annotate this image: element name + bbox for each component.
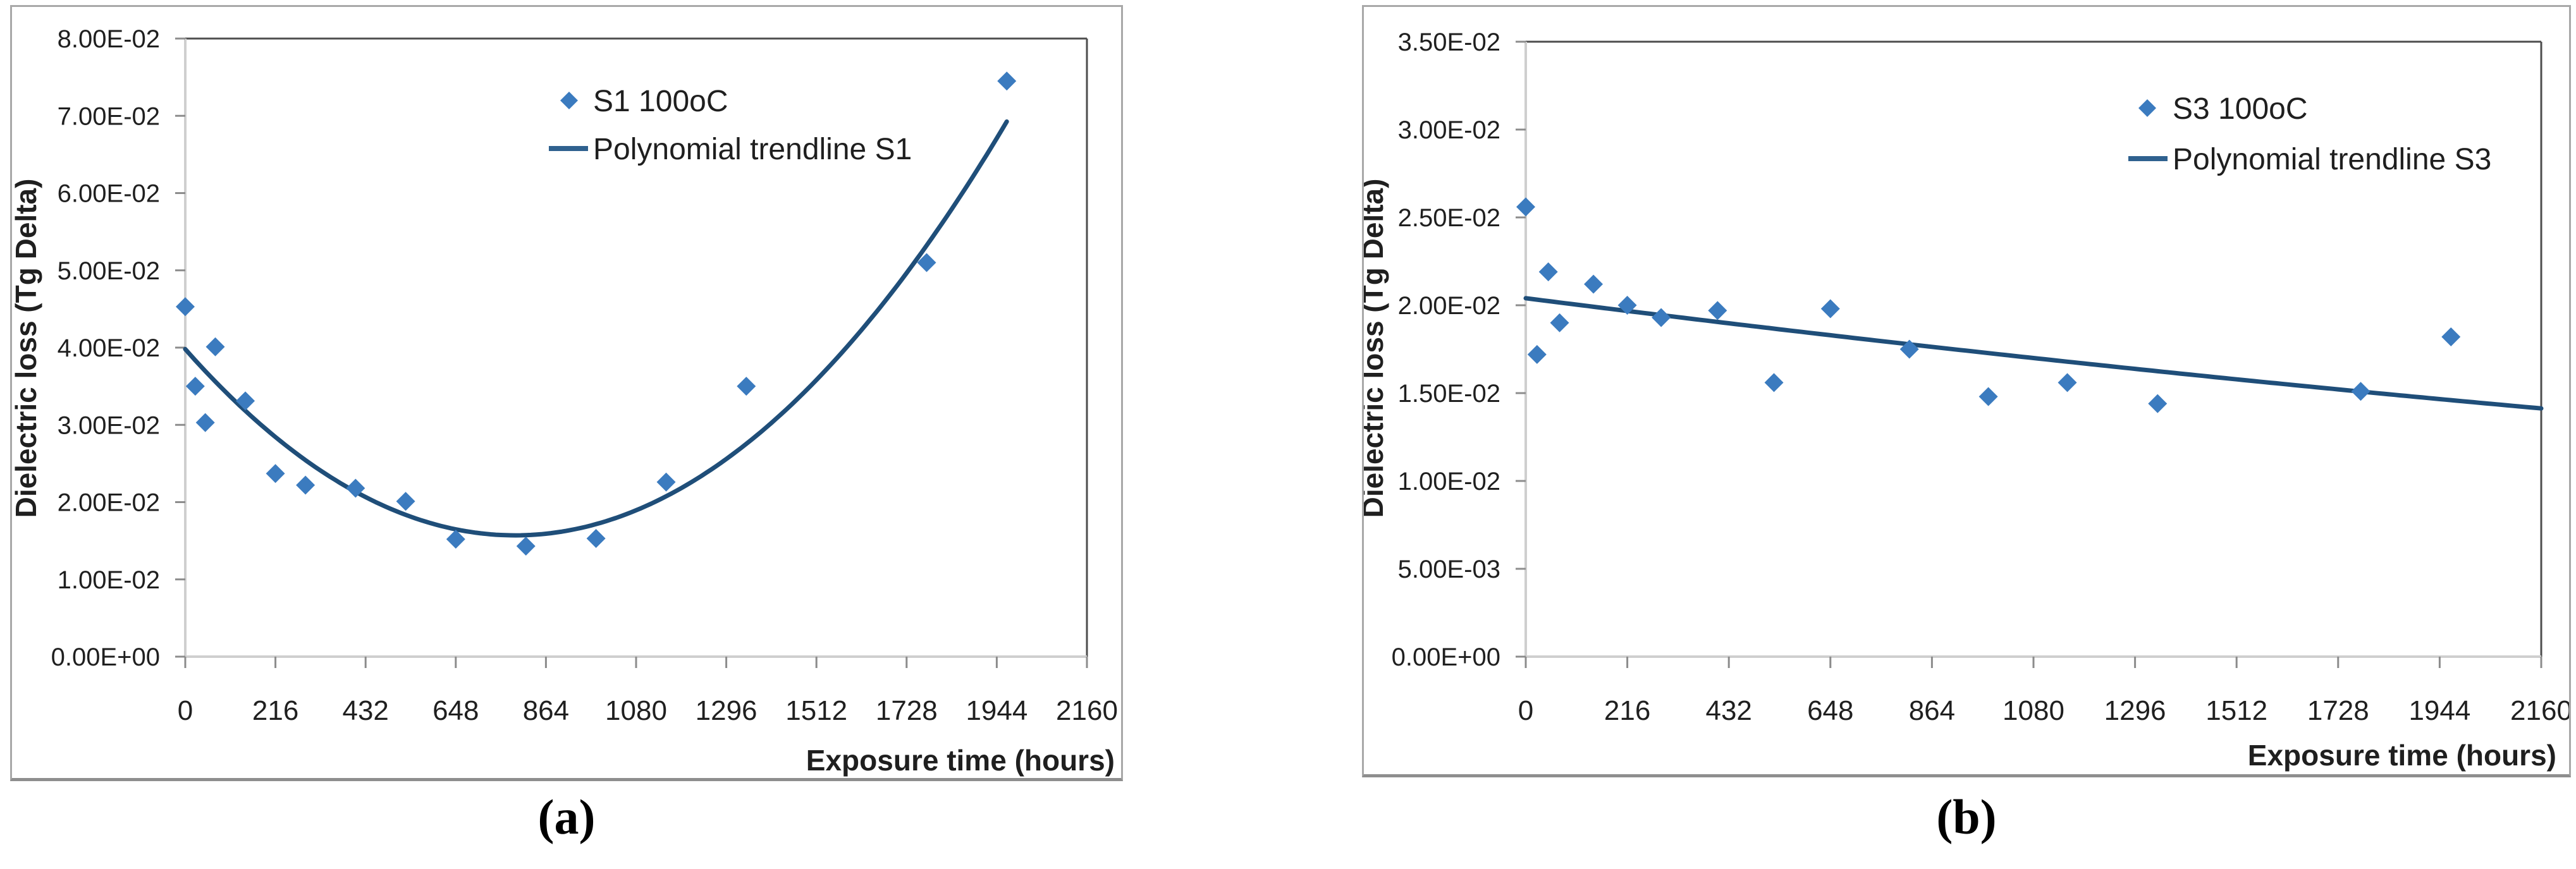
x-tick-label: 216 xyxy=(252,695,298,726)
data-point xyxy=(656,472,676,492)
x-tick-label: 1296 xyxy=(2104,695,2166,726)
data-point xyxy=(185,377,205,396)
y-tick-label: 3.50E-02 xyxy=(1398,28,1500,56)
x-tick-label: 432 xyxy=(1705,695,1751,726)
x-tick-label: 648 xyxy=(1807,695,1853,726)
data-point xyxy=(1899,339,1919,359)
y-axis-title: Dielectric loss (Tg Delta) xyxy=(12,179,42,518)
chart-panel-b: 0.00E+00 5.00E-03 1.00E-02 1.50E-02 2.00E-02… xyxy=(1362,5,2571,777)
legend-diamond-icon xyxy=(2138,99,2156,117)
x-tick-label: 1944 xyxy=(966,695,1027,726)
caption-b: (b) xyxy=(1936,789,1997,844)
y-tick-label: 3.00E-02 xyxy=(1398,116,1500,144)
data-point xyxy=(346,478,365,498)
data-point xyxy=(396,492,415,511)
data-point xyxy=(1527,344,1547,364)
y-tick-label: 0.00E+00 xyxy=(1392,643,1500,671)
x-axis-title: Exposure time (hours) xyxy=(2248,739,2556,772)
data-point xyxy=(2441,327,2461,347)
x-tick-label: 1512 xyxy=(785,695,847,726)
x-tick-label: 1296 xyxy=(696,695,757,726)
data-point xyxy=(2058,373,2077,392)
series-s1-100oc xyxy=(176,71,1017,556)
x-tick-label: 2160 xyxy=(1056,695,1118,726)
data-point xyxy=(1584,274,1604,294)
data-point xyxy=(737,377,756,396)
data-point xyxy=(1617,296,1637,315)
data-point xyxy=(1550,313,1569,332)
data-point xyxy=(917,253,936,272)
x-tick-label: 0 xyxy=(1518,695,1533,726)
y-tick-label: 1.00E-02 xyxy=(1398,468,1500,495)
x-tick-label: 432 xyxy=(342,695,388,726)
data-point xyxy=(1516,197,1535,217)
chart-panel-a: 0.00E+00 1.00E-02 2.00E-02 3.00E-02 4.00E-02… xyxy=(10,5,1123,781)
data-point xyxy=(997,71,1017,91)
legend-label-trendline: Polynomial trendline S3 xyxy=(2173,143,2491,176)
x-tick-label: 2160 xyxy=(2510,695,2569,726)
y-tick-label: 2.00E-02 xyxy=(58,489,160,517)
legend-label-series: S1 100oC xyxy=(593,85,728,118)
x-axis-title: Exposure time (hours) xyxy=(806,744,1115,777)
data-point xyxy=(2351,382,2371,401)
legend-diamond-icon xyxy=(560,92,578,109)
y-tick-label: 2.00E-02 xyxy=(1398,292,1500,320)
chart-a-svg: 0.00E+00 1.00E-02 2.00E-02 3.00E-02 4.00E-02… xyxy=(12,25,1118,777)
data-point xyxy=(586,528,606,548)
x-tick-label: 1512 xyxy=(2205,695,2267,726)
data-point xyxy=(1708,301,1727,320)
data-point xyxy=(446,530,465,549)
y-tick-label: 5.00E-03 xyxy=(1398,556,1500,583)
data-point xyxy=(296,475,316,495)
y-tick-label: 7.00E-02 xyxy=(58,102,160,130)
x-tick-label: 216 xyxy=(1604,695,1650,726)
data-point xyxy=(1764,373,1784,392)
series-s3-100oc xyxy=(1516,197,2461,413)
data-point xyxy=(516,537,536,556)
x-tick-label: 1080 xyxy=(2003,695,2064,726)
data-point xyxy=(195,413,215,432)
data-point xyxy=(1820,299,1840,319)
y-axis-title: Dielectric loss (Tg Delta) xyxy=(1364,179,1389,518)
x-tick-label: 648 xyxy=(432,695,479,726)
y-tick-label: 4.00E-02 xyxy=(58,334,160,362)
x-tick-label: 1728 xyxy=(876,695,938,726)
x-tick-label: 1944 xyxy=(2408,695,2470,726)
data-point xyxy=(1978,387,1998,406)
data-point xyxy=(2148,394,2168,413)
legend-label-series: S3 100oC xyxy=(2173,92,2308,126)
x-tick-label: 864 xyxy=(1909,695,1955,726)
y-tick-label: 6.00E-02 xyxy=(58,180,160,208)
y-tick-label: 2.50E-02 xyxy=(1398,204,1500,232)
data-point xyxy=(1538,262,1558,282)
x-tick-label: 0 xyxy=(178,695,193,726)
x-tick-label: 1728 xyxy=(2307,695,2369,726)
data-point xyxy=(205,337,225,356)
chart-b-svg: 0.00E+00 5.00E-03 1.00E-02 1.50E-02 2.00E-02… xyxy=(1364,28,2569,772)
data-point xyxy=(236,391,255,411)
x-tick-label: 1080 xyxy=(605,695,667,726)
caption-a: (a) xyxy=(537,789,596,844)
data-point xyxy=(176,297,195,317)
legend-label-trendline: Polynomial trendline S1 xyxy=(593,133,912,166)
data-point xyxy=(266,464,285,483)
y-tick-label: 3.00E-02 xyxy=(58,411,160,439)
y-tick-label: 8.00E-02 xyxy=(58,25,160,53)
trendline xyxy=(1523,296,2544,411)
y-tick-label: 0.00E+00 xyxy=(51,643,160,671)
data-point xyxy=(1652,308,1671,327)
y-tick-label: 1.00E-02 xyxy=(58,566,160,594)
y-tick-label: 5.00E-02 xyxy=(58,257,160,285)
x-tick-label: 864 xyxy=(523,695,569,726)
trendline xyxy=(183,119,1009,538)
y-tick-label: 1.50E-02 xyxy=(1398,380,1500,408)
